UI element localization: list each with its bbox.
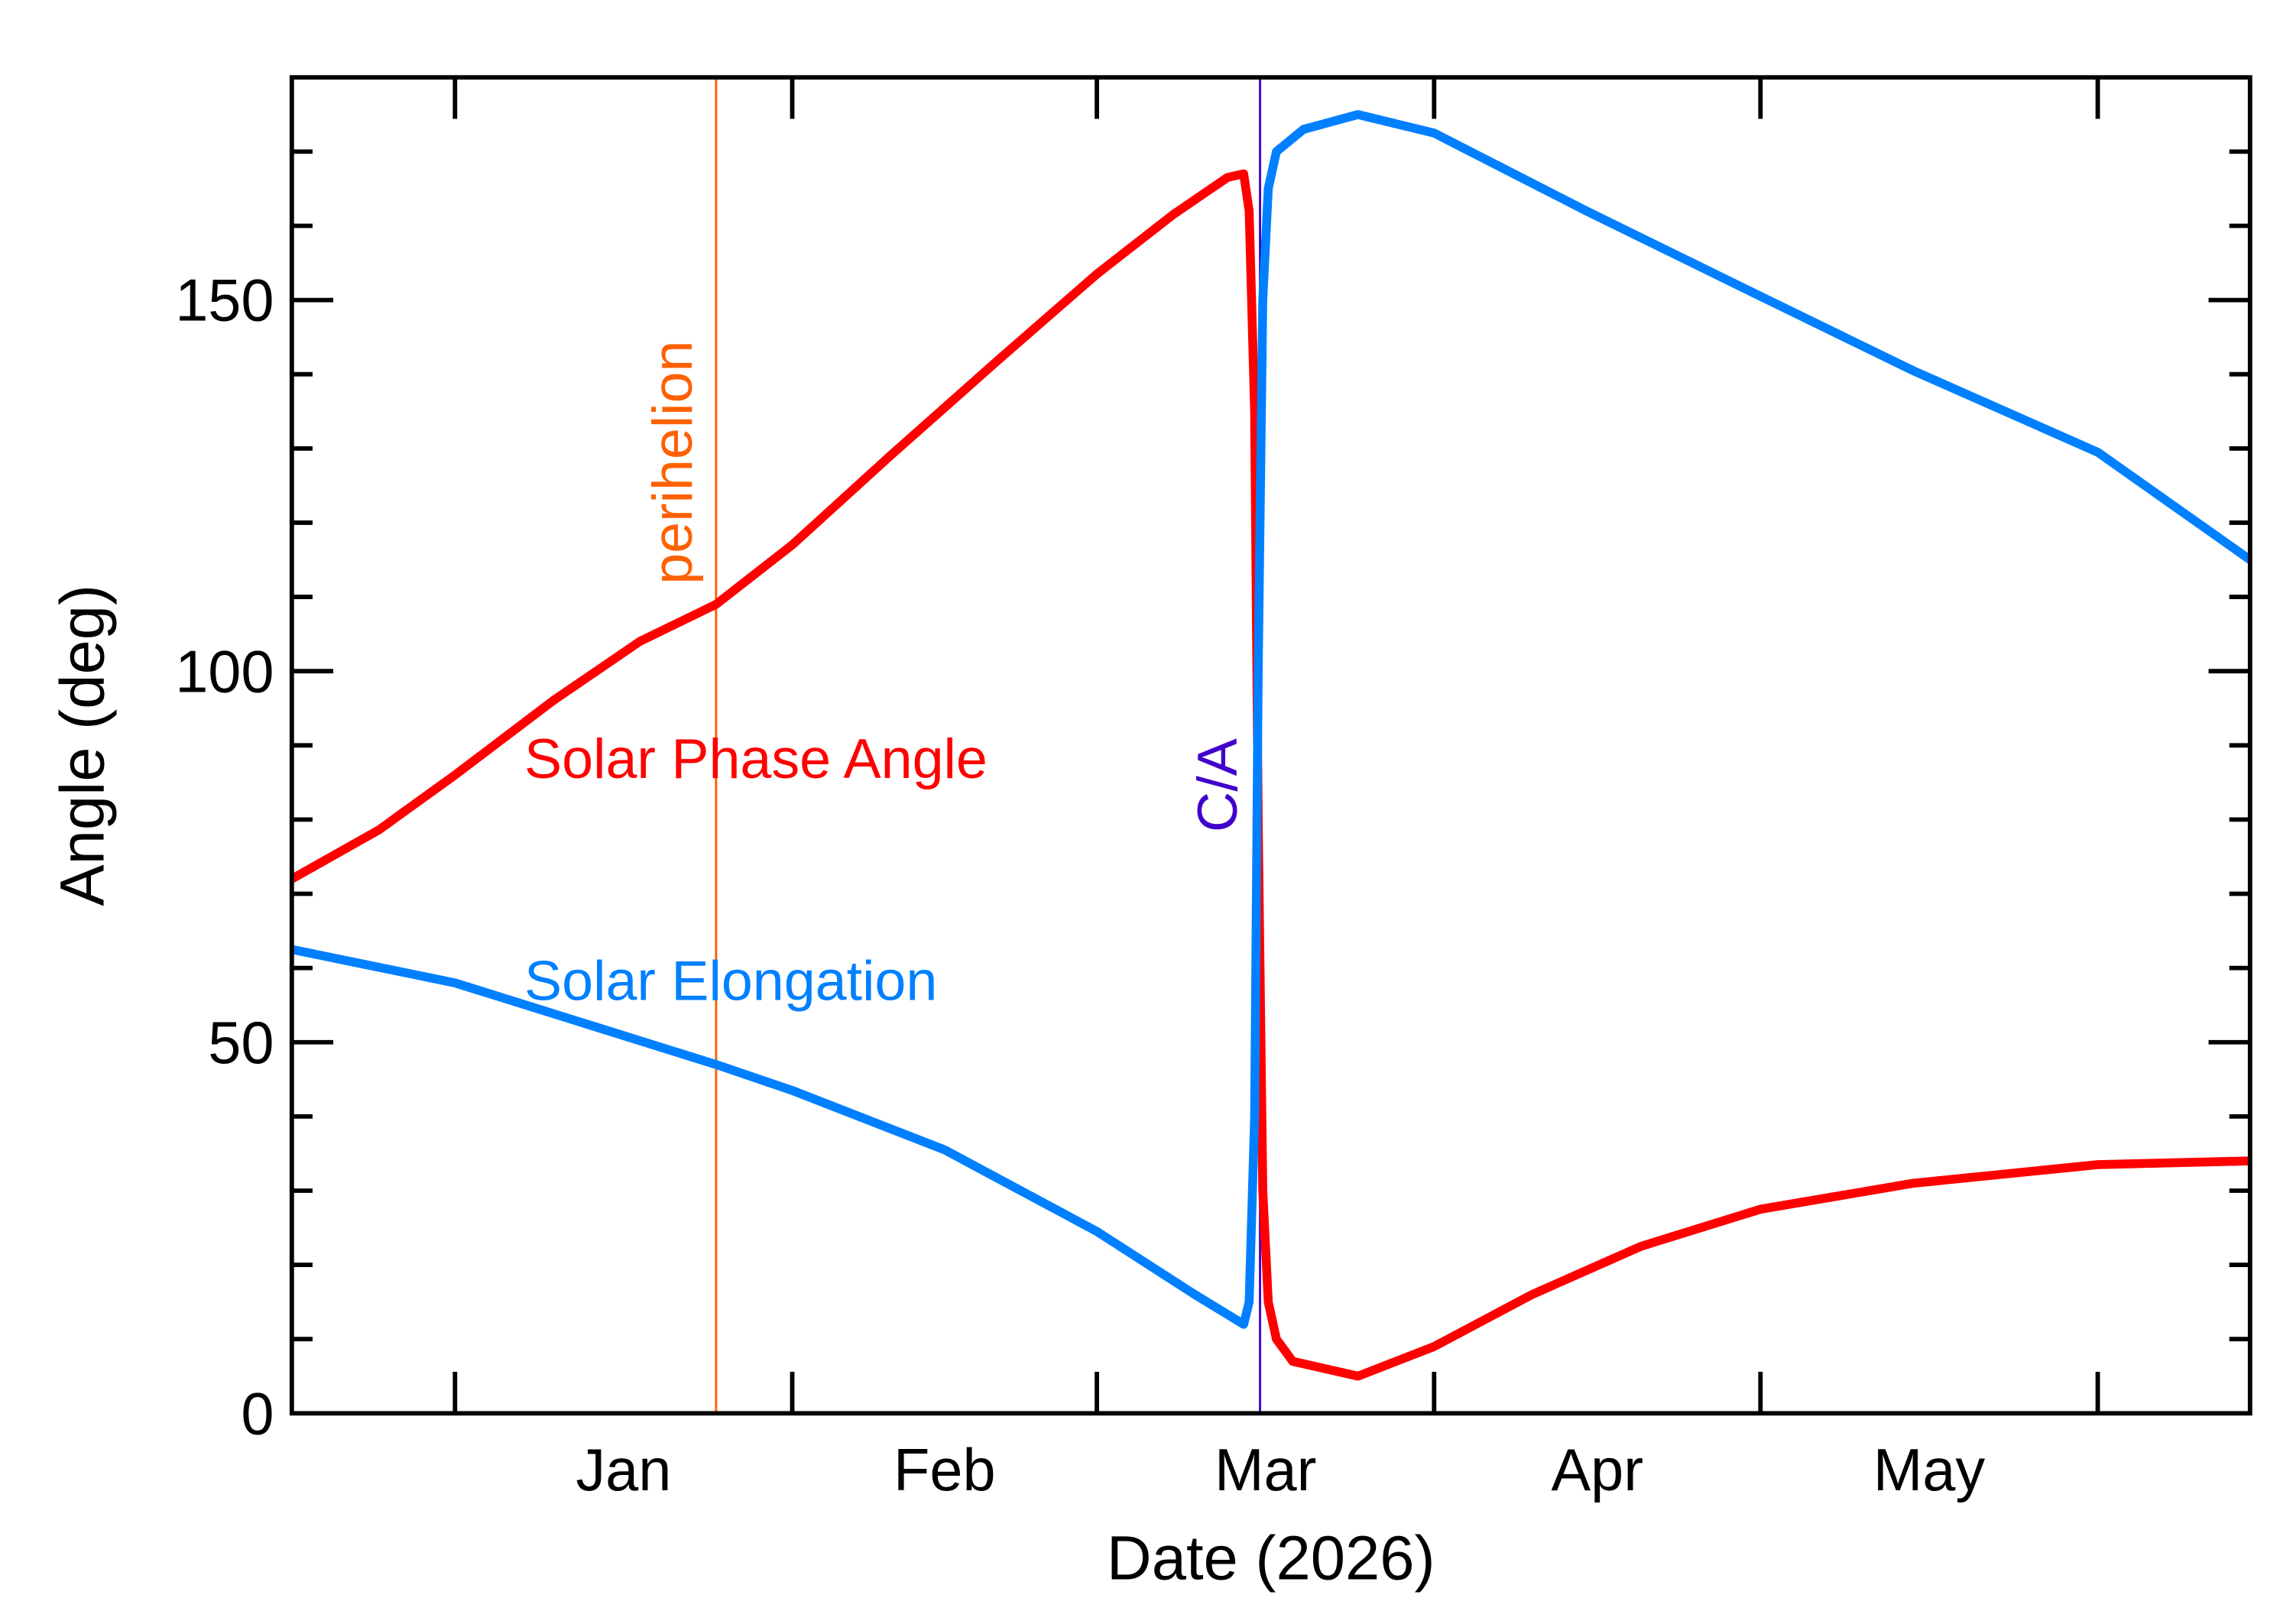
x-tick-label: Jan	[576, 1438, 671, 1503]
series-lines	[289, 110, 2253, 1381]
legend-solar-elongation: Solar Elongation	[524, 949, 937, 1013]
x-tick-labels: Jan Feb Mar Apr May	[576, 1438, 1985, 1503]
plot-frame	[289, 75, 2252, 1416]
ca-label: C/A	[1185, 738, 1249, 832]
x-axis-label: Date (2026)	[1107, 1523, 1435, 1593]
x-tick-label: May	[1873, 1438, 1986, 1503]
solar-phase-angle-line	[289, 169, 2250, 1381]
x-tick-label: Mar	[1215, 1438, 1316, 1503]
solar-elongation-line	[290, 110, 2253, 1329]
x-tick-label: Feb	[894, 1438, 996, 1503]
y-axis-label: Angle (deg)	[48, 585, 118, 906]
y-tick-labels: 0 50 100 150	[175, 268, 274, 1447]
perihelion-label: perihelion	[641, 340, 704, 584]
legend-solar-phase-angle: Solar Phase Angle	[524, 727, 988, 790]
y-tick-label: 100	[175, 639, 274, 705]
axis-ticks	[291, 77, 2250, 1414]
y-tick-label: 150	[175, 268, 274, 334]
y-tick-label: 0	[241, 1381, 274, 1447]
y-tick-label: 50	[208, 1010, 274, 1076]
x-tick-label: Apr	[1551, 1438, 1643, 1503]
